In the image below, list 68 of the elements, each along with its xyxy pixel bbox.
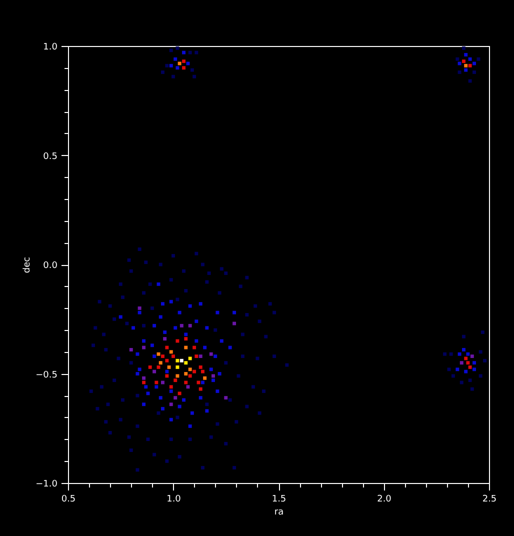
point bbox=[468, 365, 472, 369]
point bbox=[198, 387, 202, 391]
y-tick-label: 0.0 bbox=[43, 261, 58, 271]
point bbox=[178, 62, 182, 66]
point bbox=[158, 361, 162, 365]
point bbox=[180, 358, 184, 362]
point bbox=[142, 376, 146, 380]
x-tick-label: 2.0 bbox=[377, 494, 392, 504]
point bbox=[163, 337, 167, 341]
point bbox=[169, 402, 173, 406]
y-tick-label: 0.5 bbox=[43, 152, 58, 162]
point bbox=[169, 385, 173, 389]
x-tick-label: 0.5 bbox=[61, 494, 76, 504]
point bbox=[182, 60, 186, 64]
point bbox=[468, 64, 472, 68]
point bbox=[464, 356, 468, 360]
point bbox=[174, 396, 178, 400]
point bbox=[142, 346, 146, 350]
point bbox=[148, 365, 152, 369]
y-tick-label: −0.5 bbox=[36, 370, 58, 380]
y-axis-title: dec bbox=[22, 256, 33, 274]
point bbox=[160, 354, 164, 358]
point bbox=[138, 306, 142, 310]
point bbox=[184, 372, 188, 376]
point bbox=[194, 354, 198, 358]
point bbox=[184, 337, 188, 341]
point bbox=[470, 354, 474, 358]
point bbox=[176, 358, 180, 362]
point bbox=[188, 368, 192, 372]
point bbox=[165, 374, 169, 378]
point bbox=[188, 374, 192, 378]
x-tick-label: 2.5 bbox=[482, 494, 497, 504]
point bbox=[192, 346, 196, 350]
point bbox=[176, 365, 180, 369]
point bbox=[165, 358, 169, 362]
point bbox=[198, 354, 202, 358]
point bbox=[129, 348, 133, 352]
point bbox=[174, 378, 178, 382]
point bbox=[165, 346, 169, 350]
point bbox=[466, 361, 470, 365]
point bbox=[152, 370, 156, 374]
point bbox=[188, 356, 192, 360]
point bbox=[212, 374, 215, 378]
point bbox=[462, 60, 466, 64]
point bbox=[198, 365, 202, 369]
x-tick-label: 1.0 bbox=[166, 494, 182, 504]
point bbox=[203, 376, 207, 380]
point bbox=[167, 365, 171, 369]
x-axis-title: ra bbox=[274, 508, 284, 518]
point bbox=[192, 370, 196, 374]
point bbox=[182, 66, 186, 70]
point bbox=[169, 350, 173, 354]
point bbox=[172, 354, 175, 358]
point bbox=[188, 324, 192, 328]
x-tick-label: 1.5 bbox=[272, 494, 286, 504]
point bbox=[200, 370, 204, 374]
point bbox=[184, 346, 188, 350]
y-tick-label: −1.0 bbox=[36, 480, 58, 490]
point bbox=[178, 392, 182, 396]
point bbox=[180, 324, 184, 328]
point bbox=[176, 339, 180, 343]
y-tick-label: 1.0 bbox=[43, 42, 58, 52]
point bbox=[184, 361, 188, 365]
point bbox=[176, 374, 180, 378]
point bbox=[224, 396, 228, 400]
point bbox=[209, 352, 213, 356]
point bbox=[464, 64, 468, 68]
point bbox=[460, 361, 464, 365]
